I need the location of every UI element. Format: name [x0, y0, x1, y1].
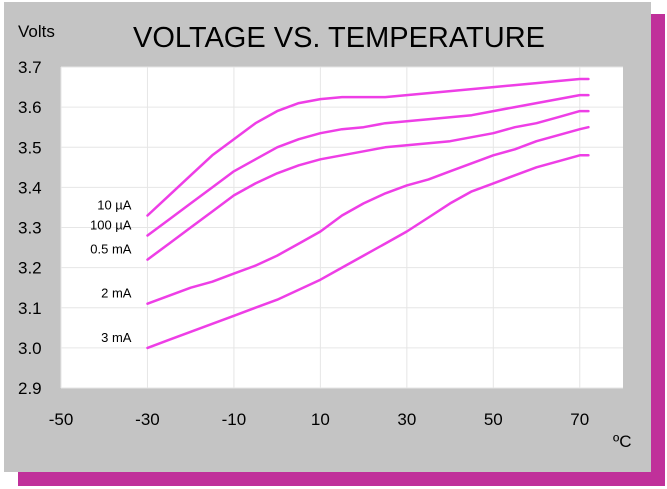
- series-line-1: [146, 77, 590, 217]
- series-group: [146, 77, 590, 350]
- chart-title: VOLTAGE VS. TEMPERATURE: [133, 22, 545, 54]
- series-label: 0.5 mA: [90, 242, 132, 257]
- y-tick-label: 3.0: [18, 339, 42, 358]
- x-tick-label: 70: [570, 410, 589, 429]
- x-tick-label: -50: [49, 410, 74, 429]
- y-tick-label: 3.2: [18, 259, 42, 278]
- y-tick-label: 3.7: [18, 58, 42, 77]
- x-tick-label: 10: [311, 410, 330, 429]
- series-label: 10 µA: [97, 197, 132, 212]
- series-line-2: [146, 93, 590, 237]
- series-label: 3 mA: [101, 330, 132, 345]
- y-tick-label: 3.5: [18, 138, 42, 157]
- y-tick-label: 3.4: [18, 178, 42, 197]
- y-tick-label: 3.3: [18, 219, 42, 238]
- series-line-4: [146, 125, 590, 305]
- y-tick-label: 2.9: [18, 379, 42, 398]
- y-axis-ticks: 2.9 3.0 3.1 3.2 3.3 3.4 3.5 3.6 3.7: [18, 58, 42, 398]
- series-line-5: [146, 154, 590, 350]
- series-labels: 10 µA 100 µA 0.5 mA 2 mA 3 mA: [90, 197, 132, 344]
- y-axis-label: Volts: [18, 22, 55, 41]
- x-tick-label: -30: [135, 410, 160, 429]
- series-label: 100 µA: [90, 218, 132, 233]
- series-line-3: [146, 109, 590, 261]
- x-tick-label: 50: [484, 410, 503, 429]
- y-tick-label: 3.1: [18, 299, 42, 318]
- y-tick-label: 3.6: [18, 98, 42, 117]
- x-axis-ticks: -50 -30 -10 10 30 50 70: [49, 410, 590, 429]
- series-label: 2 mA: [101, 286, 132, 301]
- x-tick-label: -10: [222, 410, 247, 429]
- x-tick-label: 30: [397, 410, 416, 429]
- grid: [60, 66, 623, 389]
- x-axis-label: ºC: [613, 432, 632, 451]
